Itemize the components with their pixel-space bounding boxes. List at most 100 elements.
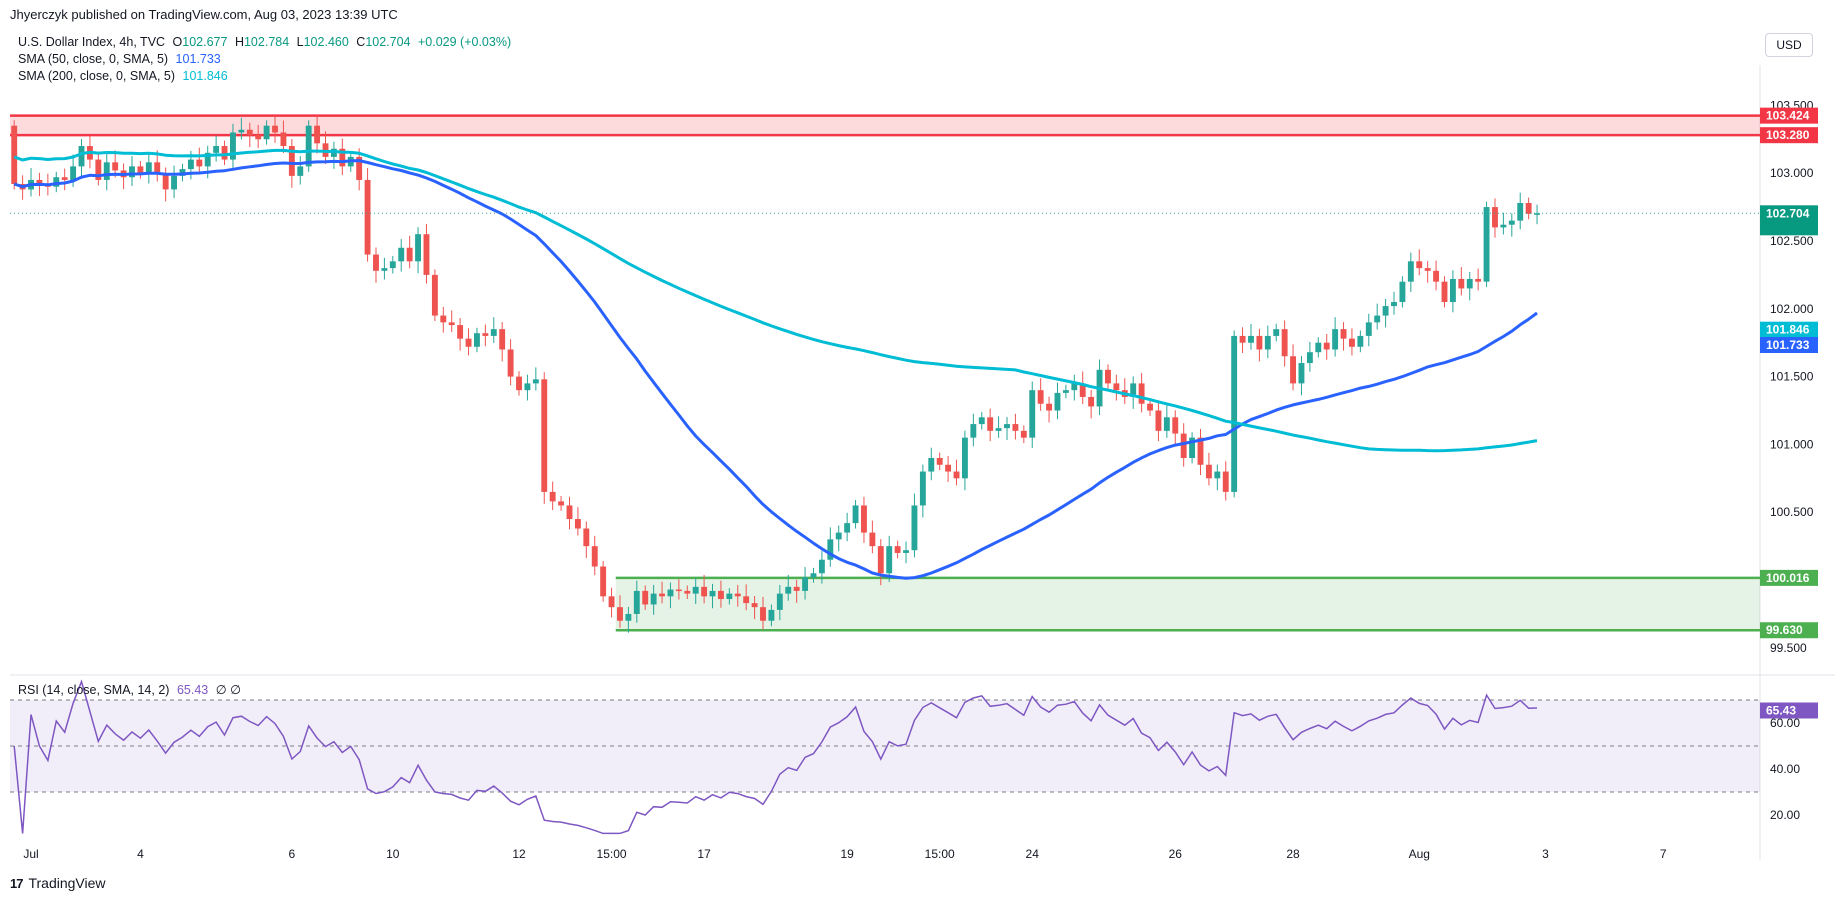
candle-body: [1239, 335, 1246, 343]
candle-body: [1500, 224, 1507, 228]
currency-button[interactable]: USD: [1765, 33, 1813, 57]
support-zone: [615, 577, 1760, 631]
support-lower-badge-bg: [1760, 622, 1818, 639]
price-tick-label: 103.000: [1770, 166, 1814, 180]
candle-body: [684, 590, 691, 594]
candle-body: [961, 437, 968, 479]
candle-body: [1231, 335, 1238, 492]
rsi-value: 65.43: [176, 683, 209, 697]
tradingview-brand: TradingView: [28, 875, 106, 891]
candle-body: [810, 573, 817, 578]
candle-body: [187, 159, 194, 170]
candle-body: [600, 566, 607, 597]
candle-body: [507, 349, 514, 377]
candle-body: [1214, 471, 1221, 479]
rsi-tick-label: 20.00: [1770, 808, 1800, 822]
candle-body: [844, 523, 851, 533]
candle-body: [945, 464, 952, 472]
candle-body: [490, 329, 497, 336]
candle-body: [583, 528, 590, 547]
candle-body: [877, 546, 884, 574]
candle-body: [1332, 329, 1339, 350]
candle-body: [179, 169, 186, 176]
candle-body: [802, 577, 809, 591]
candle-body: [1441, 281, 1448, 303]
candle-body: [213, 146, 220, 153]
candle-body: [692, 586, 699, 594]
candle-body: [457, 325, 464, 339]
x-tick-label: 4: [137, 847, 144, 861]
candle-body: [255, 135, 262, 140]
candle-body: [1382, 306, 1389, 316]
candle-body: [280, 132, 287, 147]
candle-body: [793, 586, 800, 591]
candle-body: [1374, 315, 1381, 323]
candle-body: [911, 505, 918, 551]
candle-body: [1349, 338, 1355, 347]
candle-body: [1298, 363, 1305, 384]
candle-body: [196, 159, 203, 167]
x-tick-label: 10: [386, 847, 400, 861]
candle-body: [1189, 437, 1196, 458]
candle-body: [465, 338, 472, 347]
candle-body: [305, 125, 312, 167]
price-tick-label: 102.500: [1770, 234, 1814, 248]
candle-body: [381, 268, 388, 271]
candle-body: [238, 129, 245, 133]
candle-body: [743, 596, 750, 604]
candle-body: [903, 550, 909, 553]
candle-body: [364, 179, 371, 255]
candle-body: [667, 589, 674, 597]
support-upper-badge: 100.016: [1766, 571, 1810, 585]
candle-body: [1079, 383, 1086, 397]
x-tick-label: 24: [1026, 847, 1040, 861]
last-price-badge: 102.704: [1766, 206, 1810, 220]
candle-body: [625, 613, 632, 621]
candle-body: [1290, 356, 1296, 384]
candle-body: [263, 125, 270, 140]
rsi-extra: ∅ ∅: [215, 683, 241, 697]
candle-body: [1113, 383, 1120, 391]
candle-body: [482, 333, 489, 336]
candle-body: [339, 148, 346, 167]
candle-body: [373, 254, 379, 271]
candle-body: [1062, 390, 1069, 393]
candle-body: [1105, 369, 1111, 384]
candle-body: [768, 609, 775, 621]
price-tick-label: 101.500: [1770, 370, 1814, 384]
rsi-legend: RSI (14, close, SMA, 14, 2) 65.43 ∅ ∅: [18, 682, 245, 697]
rsi-badge: 65.43: [1766, 704, 1796, 718]
candle-body: [356, 156, 363, 180]
candle-body: [734, 593, 741, 597]
candle-body: [541, 379, 548, 492]
candle-body: [516, 376, 522, 391]
candle-body: [1029, 390, 1036, 438]
sma50-legend: SMA (50, close, 0, SMA, 5) 101.733: [18, 52, 225, 66]
x-tick-label: 26: [1169, 847, 1183, 861]
candle-body: [591, 546, 598, 567]
rsi-label: RSI (14, close, SMA, 14, 2): [18, 683, 170, 697]
resistance-upper-badge-bg: [1760, 107, 1818, 124]
candle-body: [1054, 392, 1061, 411]
x-tick-label: 3: [1542, 847, 1549, 861]
candle-body: [785, 586, 792, 594]
candle-body: [154, 162, 161, 175]
sma200-label: SMA (200, close, 0, SMA, 5): [18, 69, 176, 83]
candle-body: [675, 589, 682, 592]
candle-body: [1180, 433, 1187, 458]
candle-body: [1205, 464, 1212, 479]
candle-body: [1433, 270, 1440, 282]
candle-body: [1088, 396, 1095, 407]
candle-body: [1004, 424, 1010, 429]
candle-body: [95, 159, 102, 180]
candle-body: [61, 177, 68, 180]
candle-body: [1281, 329, 1288, 357]
candle-body: [650, 593, 657, 605]
candle-body: [499, 329, 506, 350]
x-tick-label: 15:00: [925, 847, 955, 861]
resistance-zone: [10, 115, 1760, 136]
candle-body: [549, 491, 556, 502]
price-tick-label: 100.500: [1770, 505, 1814, 519]
candle-body: [1534, 213, 1540, 215]
candle-body: [137, 166, 144, 174]
